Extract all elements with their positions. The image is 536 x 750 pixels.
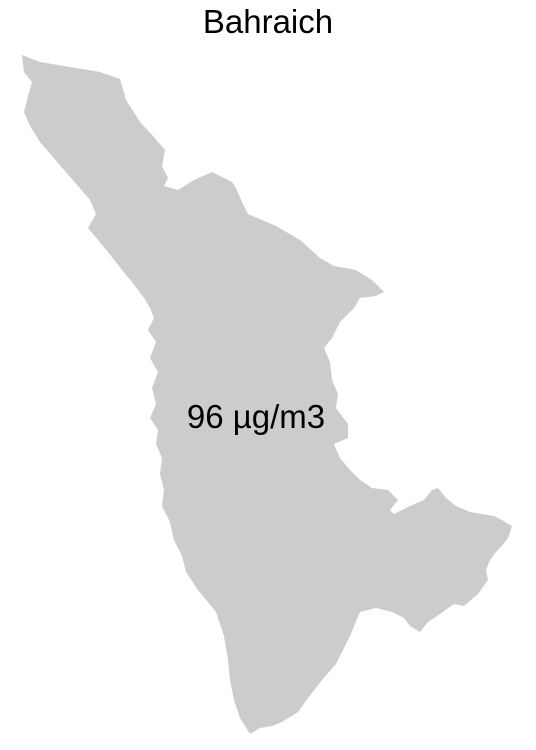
district-shape [22, 55, 512, 734]
map-title: Bahraich [202, 3, 334, 40]
region-value-label: 96 µg/m3 [187, 398, 325, 435]
